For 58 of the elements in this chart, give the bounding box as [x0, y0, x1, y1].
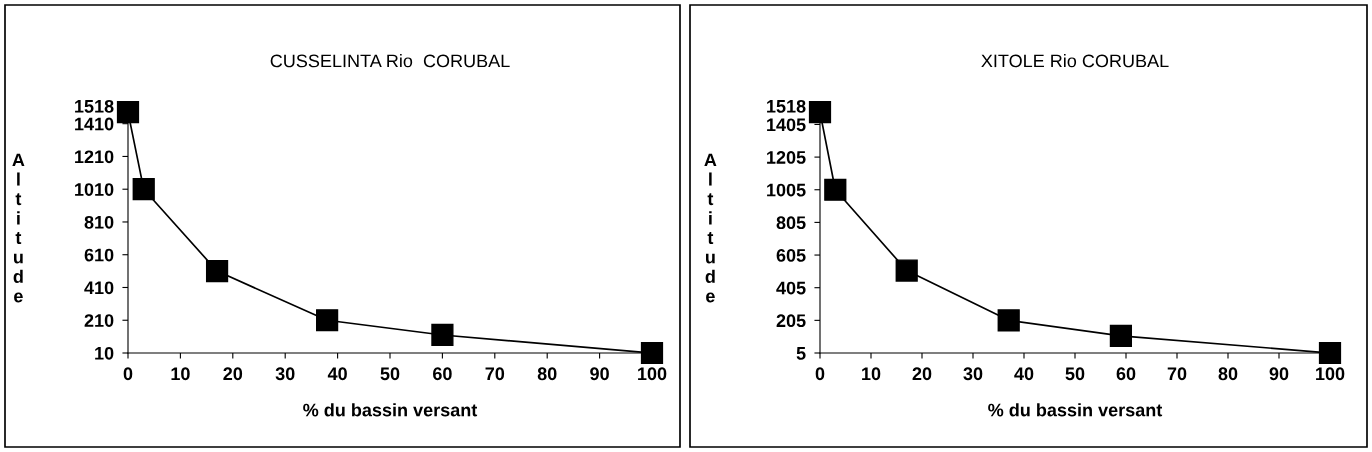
x-tick-label: 100: [1316, 367, 1345, 381]
x-tick-label: 90: [1269, 367, 1289, 381]
x-tick-label: 0: [123, 367, 133, 381]
y-tick-label: 205: [776, 314, 806, 328]
y-tick-label: 1005: [767, 183, 806, 197]
y-axis-title: Altitude: [704, 153, 717, 303]
point: [132, 178, 155, 201]
x-axis-title: % du bassin versant: [303, 403, 478, 417]
x-tick-label: 60: [1116, 367, 1136, 381]
point: [1109, 324, 1133, 347]
point: [997, 309, 1020, 332]
x-tick-label: 20: [223, 367, 243, 381]
x-tick-label: 50: [380, 367, 400, 381]
x-tick-label: 50: [1065, 367, 1085, 381]
chart-title: XITOLE Rio CORUBAL: [981, 54, 1169, 68]
y-tick-label: 1518: [75, 99, 114, 113]
y-tick-label: 5: [796, 347, 806, 360]
point: [116, 101, 140, 124]
y-tick-label: 605: [776, 248, 806, 262]
y-tick-label: 10: [95, 346, 114, 360]
point: [808, 101, 832, 124]
point: [1318, 341, 1342, 365]
y-axis-title: Altitude: [12, 153, 25, 303]
x-tick-label: 80: [1218, 367, 1238, 381]
x-tick-label: 40: [1014, 367, 1034, 381]
x-tick-label: 60: [433, 367, 452, 381]
x-tick-label: 100: [638, 367, 667, 381]
x-tick-label: 90: [590, 367, 609, 381]
y-tick-label: 210: [84, 314, 114, 327]
y-tick-label: 405: [776, 281, 806, 295]
y-tick-label: 1405: [767, 118, 806, 132]
y-tick-label: 1205: [767, 151, 806, 164]
y-tick-label: 1410: [75, 117, 114, 131]
y-tick-label: 1010: [75, 183, 114, 196]
x-tick-label: 10: [862, 367, 881, 381]
point: [431, 323, 454, 347]
x-tick-label: 0: [815, 367, 825, 381]
y-tick-label: 805: [776, 216, 806, 230]
x-tick-label: 20: [912, 367, 932, 381]
x-tick-label: 70: [1167, 367, 1187, 381]
y-tick-label: 810: [84, 215, 114, 229]
x-tick-label: 30: [963, 367, 983, 381]
x-tick-label: 80: [537, 367, 557, 381]
point: [895, 259, 918, 282]
chart-title: CUSSELINTA Rio CORUBAL: [270, 54, 510, 68]
x-tick-label: 40: [327, 367, 347, 381]
point: [316, 309, 339, 332]
x-axis-title: % du bassin versant: [988, 403, 1163, 417]
point: [205, 259, 229, 283]
y-tick-label: 1210: [75, 150, 114, 164]
x-tick-label: 70: [485, 367, 505, 381]
point: [824, 178, 847, 201]
y-tick-label: 1518: [767, 99, 806, 113]
y-tick-label: 610: [84, 248, 114, 262]
x-tick-label: 10: [171, 367, 190, 381]
y-tick-label: 410: [84, 281, 114, 295]
x-tick-label: 30: [275, 367, 295, 381]
point: [640, 341, 664, 365]
